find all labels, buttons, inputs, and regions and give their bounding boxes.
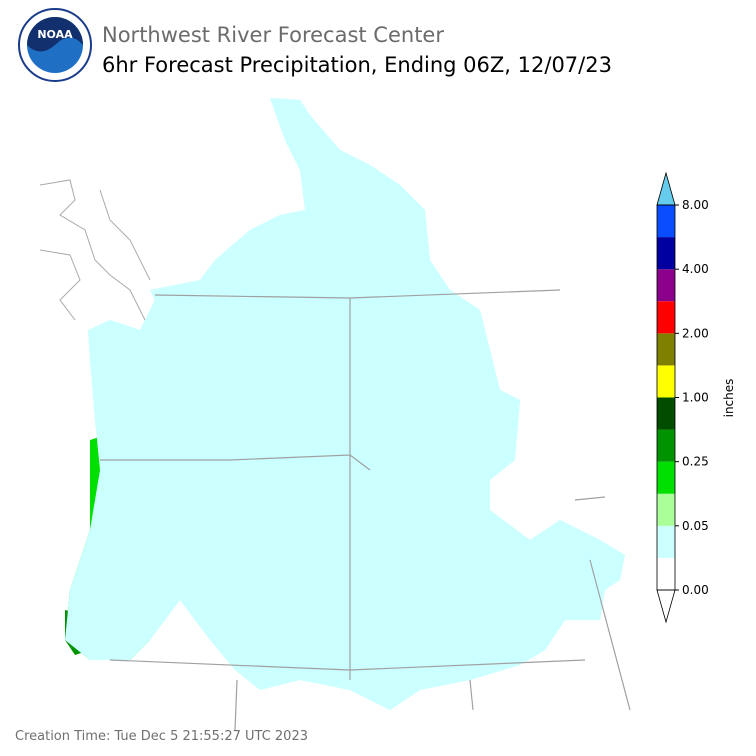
colorbar-over (656, 171, 676, 206)
colorbar-segment (657, 333, 675, 366)
colorbar-segment (657, 493, 675, 526)
map (39, 97, 631, 731)
colorbar-tick-label: 1.00 (682, 391, 709, 405)
colorbar-segment (657, 205, 675, 238)
subtitle: 6hr Forecast Precipitation, Ending 06Z, … (102, 53, 612, 77)
colorbar-segment (657, 301, 675, 334)
colorbar-tick-label: 0.00 (682, 583, 709, 597)
colorbar-segment (657, 461, 675, 494)
basin-outline (64, 97, 626, 711)
colorbar-segment (657, 237, 675, 270)
colorbar-tick-label: 0.25 (682, 455, 709, 469)
noaa-logo: NOAA (18, 8, 92, 82)
coastline (39, 179, 156, 332)
colorbar-tick-label: 8.00 (682, 198, 709, 212)
colorbar-segment (657, 557, 675, 590)
colorbar-segment (657, 429, 675, 462)
colorbar-segment (657, 525, 675, 558)
colorbar-under (656, 589, 676, 624)
colorbar-segment (657, 269, 675, 302)
colorbar-tick-label: 0.05 (682, 519, 709, 533)
colorbar-segment (657, 365, 675, 398)
logo-text: NOAA (37, 28, 73, 41)
colorbar-segment (657, 397, 675, 430)
colorbar-unit: inches (722, 379, 736, 418)
colorbar: 0.00 0.05 0.25 1.00 2.00 4.00 8.00 (656, 171, 709, 624)
colorbar-tick-label: 4.00 (682, 262, 709, 276)
state-boundaries (100, 289, 631, 731)
colorbar-tick-label: 2.00 (682, 326, 709, 340)
creation-time: Creation Time: Tue Dec 5 21:55:27 UTC 20… (15, 729, 308, 744)
title: Northwest River Forecast Center (102, 23, 444, 47)
